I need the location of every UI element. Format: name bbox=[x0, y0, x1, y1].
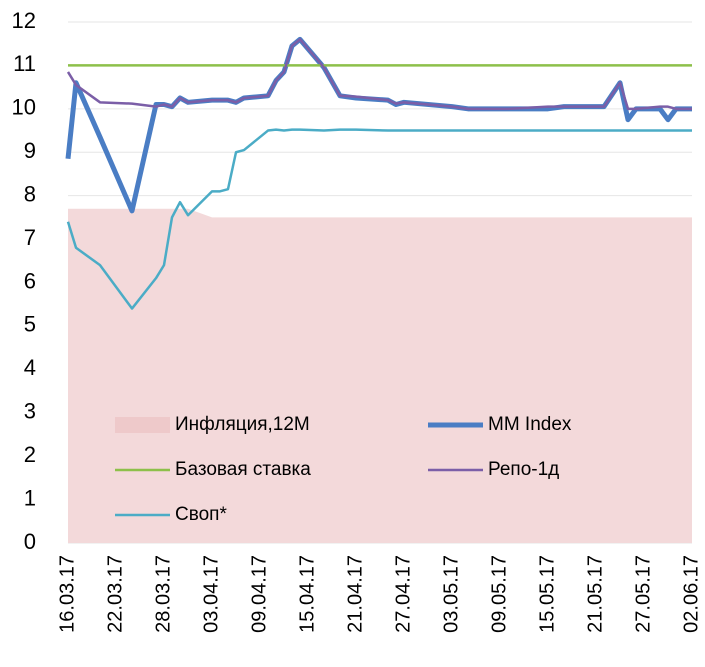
line bbox=[66, 38, 692, 111]
area bbox=[68, 208, 692, 544]
legend-label: MM Index bbox=[488, 414, 572, 435]
y-tick-label: 7 bbox=[24, 225, 36, 250]
legend-label: Своп* bbox=[175, 504, 227, 525]
x-tick-label: 21.04.17 bbox=[344, 555, 366, 633]
y-tick-label: 10 bbox=[12, 95, 36, 120]
line bbox=[66, 128, 692, 310]
x-tick-label: 27.05.17 bbox=[632, 555, 654, 633]
x-tick-label: 15.04.17 bbox=[296, 555, 318, 633]
x-tick-label: 09.05.17 bbox=[488, 555, 510, 633]
legend-swatch bbox=[115, 417, 170, 433]
y-tick-label: 1 bbox=[24, 485, 36, 510]
legend-label: Инфляция,12M bbox=[175, 414, 310, 435]
y-tick-label: 5 bbox=[24, 312, 36, 337]
y-tick-label: 11 bbox=[13, 51, 36, 76]
y-tick-label: 0 bbox=[24, 529, 36, 554]
y-tick-label: 4 bbox=[24, 355, 36, 380]
x-tick-label: 28.03.17 bbox=[152, 555, 174, 633]
x-tick-label: 03.05.17 bbox=[440, 555, 462, 633]
y-tick-label: 9 bbox=[24, 138, 36, 163]
y-tick-label: 2 bbox=[24, 442, 36, 467]
x-tick-label: 21.05.17 bbox=[584, 555, 606, 633]
x-tick-label: 02.06.17 bbox=[680, 555, 702, 633]
x-tick-label: 27.04.17 bbox=[392, 555, 414, 633]
x-tick-label: 15.05.17 bbox=[536, 555, 558, 633]
y-tick-label: 3 bbox=[24, 399, 36, 424]
y-tick-label: 12 bbox=[12, 8, 36, 33]
y-tick-label: 6 bbox=[24, 268, 36, 293]
legend-label: Репо-1д bbox=[488, 459, 559, 480]
x-tick-label: 03.04.17 bbox=[200, 555, 222, 633]
x-tick-label: 22.03.17 bbox=[104, 555, 126, 633]
legend-label: Базовая ставка bbox=[175, 459, 311, 480]
y-tick-label: 8 bbox=[24, 181, 36, 206]
x-tick-label: 16.03.17 bbox=[56, 555, 78, 633]
x-tick-label: 09.04.17 bbox=[248, 555, 270, 633]
